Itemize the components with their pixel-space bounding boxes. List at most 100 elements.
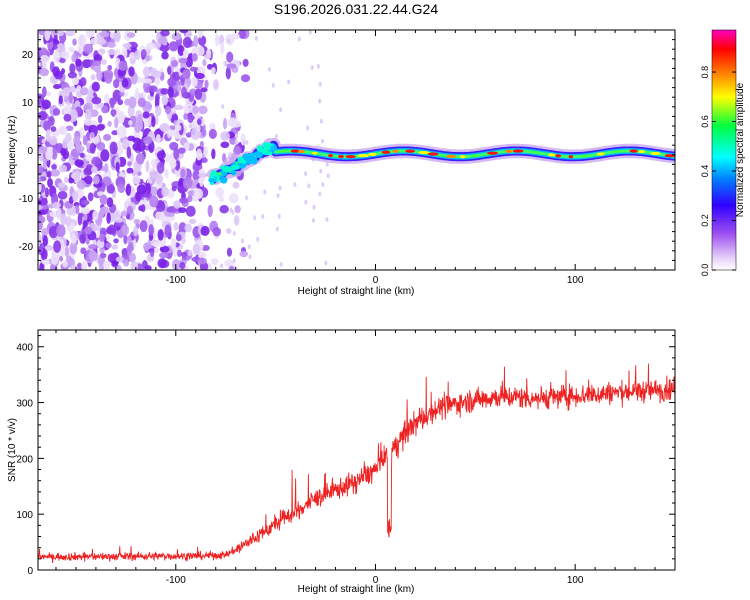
figure-title: S196.2026.031.22.44.G24 bbox=[274, 1, 438, 17]
spectrogram-noise-blob bbox=[103, 93, 110, 104]
spectrogram-noise-blob bbox=[177, 207, 187, 213]
spectrogram-noise-blob bbox=[110, 109, 117, 116]
spectrogram-noise-blob bbox=[64, 246, 70, 258]
spectrogram-noise-blob bbox=[198, 172, 208, 178]
spectrogram-noise-blob bbox=[275, 226, 279, 232]
spectrogram-noise-blob bbox=[316, 63, 320, 69]
spectrogram-noise-blob bbox=[91, 65, 96, 71]
spectrogram-noise-blob bbox=[159, 245, 170, 253]
spectrogram-noise-blob bbox=[79, 77, 87, 87]
spectrogram-noise-blob bbox=[101, 105, 109, 114]
spectrogram-noise-blob bbox=[50, 30, 57, 37]
spectrogram-hot-spot bbox=[328, 153, 333, 158]
spectrogram-noise-blob bbox=[220, 42, 225, 55]
spectrogram-noise-blob bbox=[53, 84, 61, 90]
spectrogram-noise-blob bbox=[184, 223, 192, 233]
spectrogram-noise-blob bbox=[89, 37, 100, 46]
spectrogram-noise-blob bbox=[159, 123, 170, 132]
spectrogram-noise-blob bbox=[116, 125, 127, 139]
spectrogram-noise-blob bbox=[287, 79, 291, 85]
spectrogram-noise-blob bbox=[51, 252, 59, 266]
spectrogram-noise-blob bbox=[107, 224, 116, 235]
spectrogram-hot-spot bbox=[580, 154, 590, 158]
spectrogram-noise-blob bbox=[220, 131, 230, 141]
spectrogram-noise-blob bbox=[215, 187, 225, 198]
spectrogram-noise-blob bbox=[193, 35, 199, 48]
spectrogram-noise-blob bbox=[143, 80, 151, 94]
spectrogram-noise-blob bbox=[83, 167, 93, 176]
spectrogram-noise-blob bbox=[94, 54, 103, 63]
snr-series-line bbox=[38, 363, 675, 564]
spectrogram-noise-blob bbox=[293, 182, 297, 188]
snr-xtick-label: -100 bbox=[166, 575, 186, 586]
colorbar-ticks: 0.0 0.2 0.4 0.6 0.8 bbox=[700, 66, 736, 276]
spectrogram-noise-blob bbox=[48, 135, 58, 146]
spectrogram-noise-blob bbox=[50, 126, 57, 132]
spectrogram-noise-blob bbox=[168, 41, 179, 52]
spectrogram-hot-spot bbox=[512, 149, 524, 153]
spectrogram-noise-blob bbox=[65, 125, 74, 132]
spectrogram-noise-blob bbox=[156, 150, 166, 160]
spectrogram-noise-blob bbox=[38, 164, 44, 177]
snr-background bbox=[38, 330, 675, 570]
spectrogram-noise-blob bbox=[123, 234, 128, 245]
snr-xlabel: Height of straight line (km) bbox=[298, 584, 415, 595]
spectrogram-noise-blob bbox=[232, 230, 236, 236]
spectrogram-noise-blob bbox=[106, 212, 111, 224]
spectrogram-noise-blob bbox=[182, 49, 189, 57]
spectrogram-noise-blob bbox=[318, 98, 322, 104]
spectrogram-noise-blob bbox=[223, 117, 228, 130]
spectrogram-noise-blob bbox=[96, 124, 105, 131]
spectrogram-hot-spot bbox=[459, 155, 466, 159]
spectrogram-noise-blob bbox=[71, 205, 76, 217]
spectrogram-noise-blob bbox=[204, 79, 209, 89]
snr-axis-ticks: -100 0 100 0 100 200 300 400 bbox=[16, 330, 676, 586]
spectrogram-noise-blob bbox=[211, 67, 216, 75]
spectrogram-noise-blob bbox=[130, 261, 139, 270]
spectrogram-noise-blob bbox=[177, 84, 182, 92]
spectrogram-frame bbox=[37, 29, 676, 271]
spectrogram-noise-blob bbox=[42, 234, 48, 248]
spectrogram-noise-blob bbox=[318, 191, 322, 197]
spectrogram-noise-blob bbox=[44, 30, 51, 41]
spectrogram-noise-blob bbox=[200, 87, 208, 93]
spectrogram-noise-blob bbox=[199, 140, 204, 147]
spectrogram-noise-blob bbox=[219, 196, 225, 203]
spectrogram-noise-blob bbox=[149, 249, 155, 257]
spectrogram-noise-blob bbox=[197, 257, 207, 265]
spectrogram-noise-blob bbox=[321, 182, 325, 188]
spectrogram-noise-blob bbox=[210, 258, 219, 265]
spectrogram-noise-blob bbox=[312, 204, 316, 210]
spectrogram-noise-blob bbox=[88, 249, 97, 261]
spectrogram-noise-blob bbox=[142, 111, 150, 119]
spectrogram-noise-blob bbox=[116, 140, 122, 149]
spectrogram-noise-blob bbox=[187, 249, 193, 257]
spectrogram-noise-blob bbox=[306, 125, 310, 131]
spectrogram-noise-blob bbox=[225, 66, 231, 80]
spectrogram-noise-blob bbox=[196, 125, 201, 132]
spectrogram-noise-blob bbox=[245, 140, 249, 146]
spectrogram-hot-spot bbox=[418, 150, 430, 155]
spectrogram-noise-blob bbox=[157, 258, 167, 269]
spectrogram-noise-blob bbox=[297, 36, 301, 42]
spectrogram-noise-blob bbox=[254, 35, 258, 41]
spectrogram-noise-blob bbox=[92, 175, 100, 185]
spectrogram-noise-blob bbox=[161, 186, 169, 198]
spectrogram-noise-blob bbox=[167, 77, 177, 87]
spectrogram-noise-blob bbox=[84, 226, 93, 235]
spectrogram-noise-blob bbox=[116, 117, 125, 124]
spectrogram-noise-blob bbox=[171, 185, 177, 192]
spectrogram-ytick-label: 20 bbox=[22, 50, 34, 61]
spectrogram-noise-blob bbox=[192, 243, 201, 256]
spectrogram-hot-spot bbox=[614, 150, 620, 154]
spectrogram-noise-blob bbox=[91, 166, 98, 174]
spectrogram-noise-blob bbox=[164, 224, 172, 238]
spectrogram-noise-blob bbox=[74, 204, 80, 215]
spectrogram-noise-blob bbox=[60, 50, 70, 60]
snr-ytick-label: 0 bbox=[27, 566, 33, 577]
spectrogram-noise-blob bbox=[101, 30, 107, 37]
spectrogram-noise-blob bbox=[231, 209, 235, 215]
spectrogram-noise-blob bbox=[115, 161, 120, 173]
spectrogram-noise-blob bbox=[137, 97, 146, 108]
